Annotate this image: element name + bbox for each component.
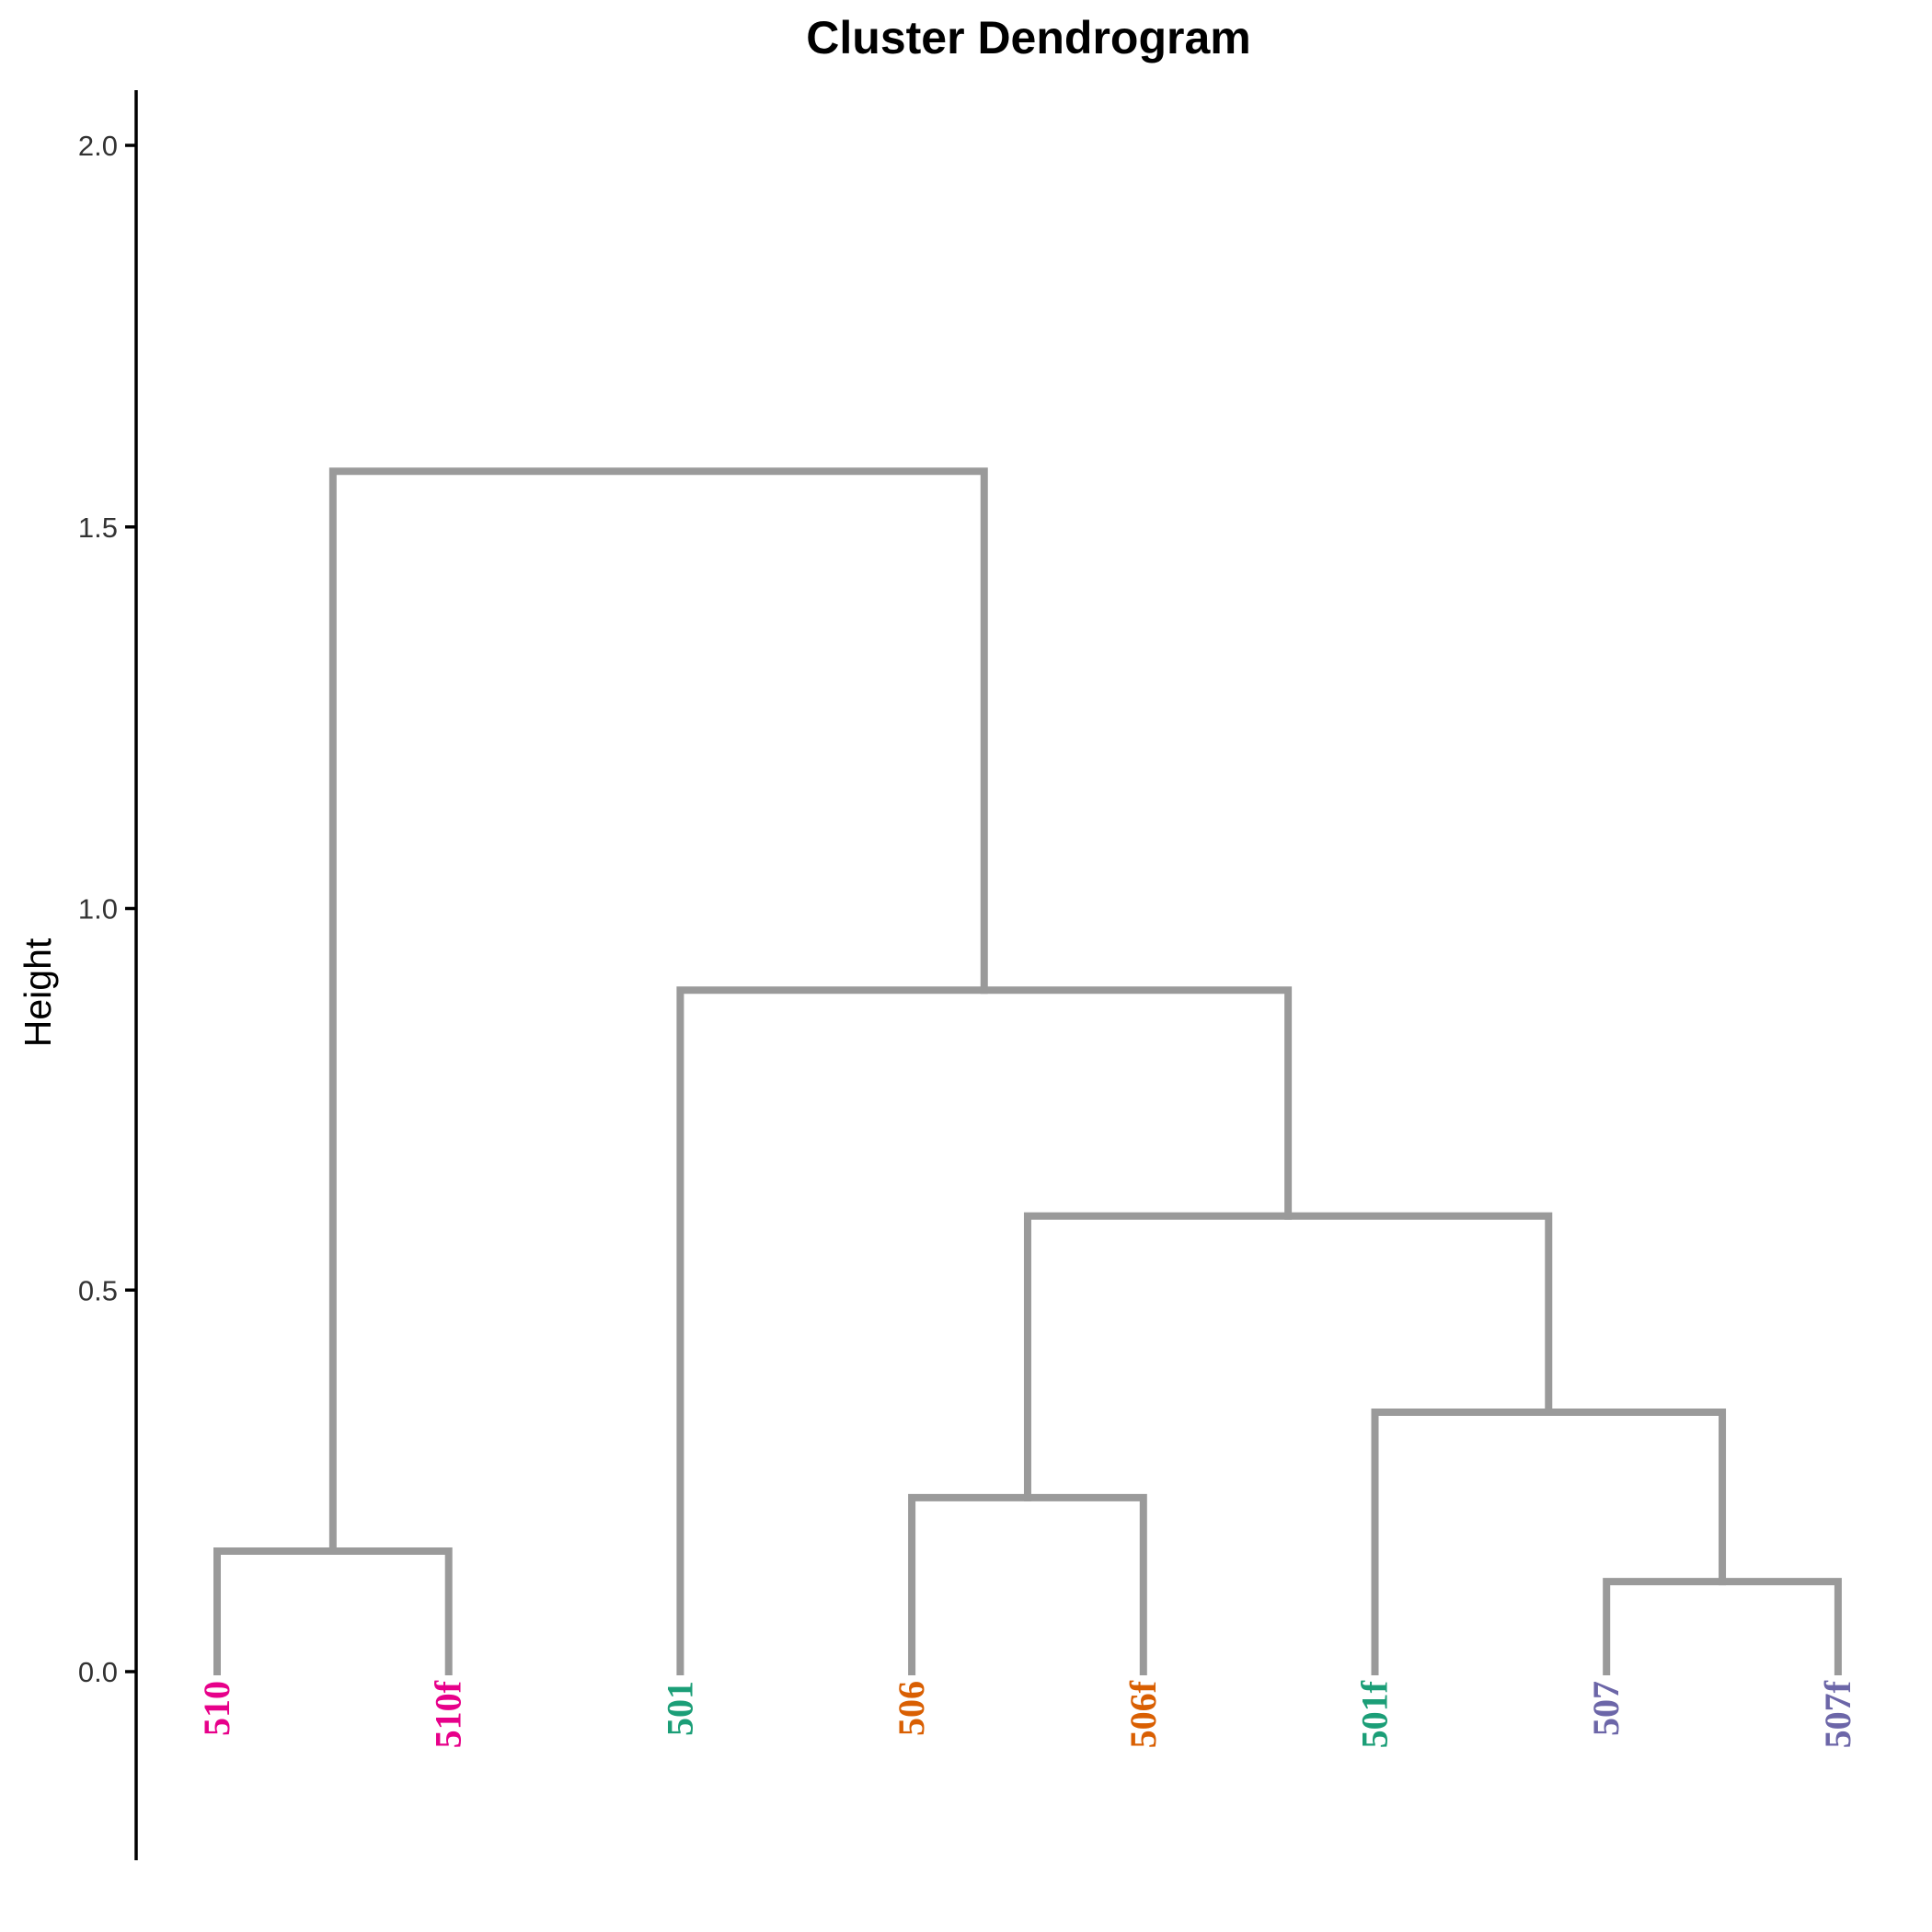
dendrogram-branch — [908, 1493, 1147, 1675]
leaf-label: 506 — [891, 1681, 932, 1736]
chart-title: Cluster Dendrogram — [806, 12, 1250, 63]
leaf-labels: 510 510f 501 506 506f 501f 507 507f — [196, 1680, 1858, 1748]
leaf-label: 501 — [659, 1681, 700, 1736]
dendrogram-branches — [213, 467, 1842, 1675]
leaf-label: 507 — [1585, 1681, 1627, 1736]
y-axis-label: Height — [17, 937, 59, 1047]
dendrogram-branch — [676, 986, 1293, 1675]
leaf-label: 506f — [1122, 1680, 1164, 1748]
leaf-label: 510f — [428, 1680, 469, 1748]
leaf-label: 510 — [196, 1681, 237, 1736]
leaf-label: 501f — [1354, 1680, 1396, 1748]
dendrogram-branch — [1603, 1578, 1842, 1675]
y-tick-label: 0.0 — [78, 1656, 118, 1688]
dendrogram-branch — [328, 467, 988, 1555]
y-tick-label: 2.0 — [78, 130, 118, 162]
dendrogram-branch — [1023, 1212, 1553, 1501]
dendrogram-branch — [213, 1547, 453, 1675]
y-axis-ticks: 0.0 0.5 1.0 1.5 2.0 — [78, 130, 136, 1688]
y-tick-label: 1.0 — [78, 893, 118, 926]
y-tick-label: 1.5 — [78, 512, 118, 544]
leaf-label: 507f — [1817, 1680, 1858, 1748]
dendrogram-branch — [1371, 1408, 1727, 1675]
y-tick-label: 0.5 — [78, 1274, 118, 1306]
